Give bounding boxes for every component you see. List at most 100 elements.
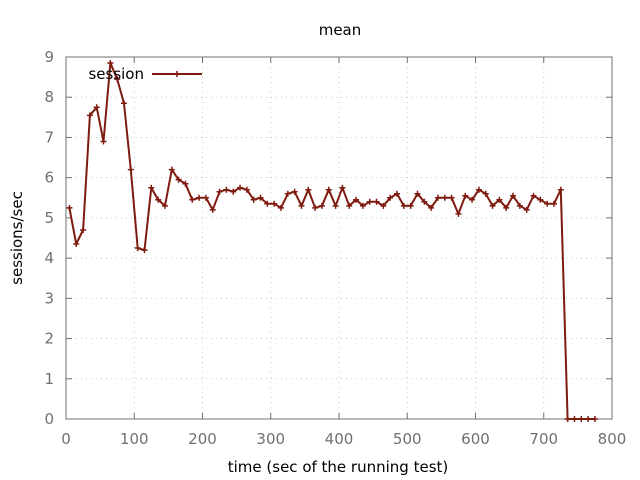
data-point bbox=[250, 196, 257, 203]
x-tick-label: 300 bbox=[256, 430, 285, 448]
data-point bbox=[86, 112, 93, 119]
data-point bbox=[243, 186, 250, 193]
data-point bbox=[557, 186, 564, 193]
data-point bbox=[421, 198, 428, 205]
data-point bbox=[73, 241, 80, 248]
data-point bbox=[516, 202, 523, 209]
data-point bbox=[496, 196, 503, 203]
data-point bbox=[346, 202, 353, 209]
data-point bbox=[537, 196, 544, 203]
data-point bbox=[121, 100, 128, 107]
data-point bbox=[585, 416, 592, 422]
data-point bbox=[161, 202, 168, 209]
legend-swatch-marker bbox=[174, 71, 180, 77]
y-tick-label: 6 bbox=[44, 169, 54, 187]
data-point bbox=[394, 190, 401, 197]
data-point bbox=[66, 204, 73, 211]
data-point bbox=[564, 416, 571, 422]
y-tick-label: 8 bbox=[44, 88, 54, 106]
data-point bbox=[366, 198, 373, 205]
data-point bbox=[448, 194, 455, 201]
y-tick-label: 5 bbox=[44, 209, 54, 227]
data-point bbox=[312, 204, 319, 211]
data-point bbox=[257, 194, 264, 201]
data-point bbox=[305, 186, 312, 193]
data-point bbox=[237, 184, 244, 191]
data-point bbox=[148, 184, 155, 191]
data-point bbox=[353, 196, 360, 203]
data-point bbox=[503, 204, 510, 211]
legend-label-session: session bbox=[88, 65, 144, 83]
data-point bbox=[127, 166, 134, 173]
series-layer bbox=[66, 60, 598, 422]
chart-title: mean bbox=[319, 21, 362, 39]
data-point bbox=[373, 198, 380, 205]
data-point bbox=[407, 202, 414, 209]
legend: session bbox=[88, 65, 202, 83]
x-tick-label: 200 bbox=[188, 430, 217, 448]
data-point bbox=[332, 202, 339, 209]
data-point bbox=[591, 416, 598, 422]
data-point bbox=[325, 186, 332, 193]
x-axis-title: time (sec of the running test) bbox=[228, 458, 449, 476]
series-line-session bbox=[68, 62, 595, 420]
data-point bbox=[455, 210, 462, 217]
x-tick-label: 0 bbox=[61, 430, 71, 448]
x-tick-label: 400 bbox=[325, 430, 354, 448]
data-point bbox=[298, 202, 305, 209]
data-point bbox=[434, 194, 441, 201]
data-point bbox=[209, 206, 216, 213]
data-point bbox=[550, 200, 557, 207]
y-axis: 0 1 2 3 4 5 6 7 8 9 bbox=[44, 48, 612, 428]
x-axis: 0 100 200 300 400 500 600 700 800 bbox=[61, 57, 626, 448]
y-tick-label: 9 bbox=[44, 48, 54, 66]
data-point bbox=[189, 196, 196, 203]
y-axis-title: sessions/sec bbox=[8, 191, 26, 285]
data-point bbox=[544, 200, 551, 207]
data-point bbox=[223, 186, 230, 193]
data-point bbox=[482, 190, 489, 197]
data-point bbox=[510, 192, 517, 199]
data-point bbox=[100, 138, 107, 145]
data-point bbox=[530, 192, 537, 199]
data-point bbox=[578, 416, 585, 422]
data-point bbox=[475, 186, 482, 193]
data-point bbox=[216, 188, 223, 195]
data-point bbox=[168, 166, 175, 173]
data-point bbox=[107, 60, 114, 67]
data-point bbox=[571, 416, 578, 422]
x-tick-label: 800 bbox=[598, 430, 627, 448]
data-point bbox=[80, 226, 87, 233]
data-point bbox=[489, 202, 496, 209]
data-point bbox=[182, 180, 189, 187]
data-point bbox=[264, 200, 271, 207]
data-point bbox=[141, 247, 148, 254]
data-point bbox=[196, 194, 203, 201]
data-point bbox=[441, 194, 448, 201]
data-point bbox=[230, 188, 237, 195]
data-point bbox=[277, 204, 284, 211]
grid bbox=[66, 57, 612, 419]
data-point bbox=[155, 196, 162, 203]
data-point bbox=[462, 192, 469, 199]
data-point bbox=[380, 202, 387, 209]
data-point bbox=[428, 204, 435, 211]
y-tick-label: 2 bbox=[44, 330, 54, 348]
data-point bbox=[523, 206, 530, 213]
y-tick-label: 0 bbox=[44, 410, 54, 428]
data-point bbox=[469, 196, 476, 203]
data-point bbox=[284, 190, 291, 197]
data-point bbox=[202, 194, 209, 201]
y-tick-label: 3 bbox=[44, 289, 54, 307]
data-point bbox=[318, 202, 325, 209]
data-point bbox=[271, 200, 278, 207]
y-tick-label: 1 bbox=[44, 370, 54, 388]
data-point bbox=[339, 184, 346, 191]
data-point bbox=[359, 202, 366, 209]
data-point bbox=[114, 76, 121, 83]
x-tick-label: 700 bbox=[529, 430, 558, 448]
x-tick-label: 600 bbox=[461, 430, 490, 448]
y-tick-label: 4 bbox=[44, 249, 54, 267]
data-point bbox=[93, 104, 100, 111]
